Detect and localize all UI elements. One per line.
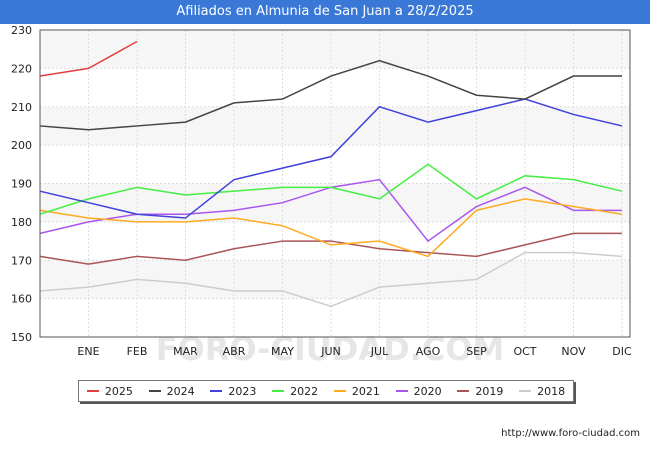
x-tick-label: OCT [513, 345, 536, 358]
watermark: FORO-CIUDAD.COM [156, 330, 505, 368]
legend-label: 2020 [413, 384, 442, 398]
legend-label: 2022 [290, 384, 319, 398]
legend-label: 2025 [104, 384, 133, 398]
legend-swatch [395, 390, 408, 392]
x-tick-label: JUN [320, 345, 341, 358]
legend-swatch [148, 390, 161, 392]
series-line-2025 [39, 40, 138, 77]
x-tick-label: MAR [173, 345, 198, 358]
x-tick-label: NOV [561, 345, 586, 358]
x-axis-ticks: ENE FEB MAR ABR MAY JUN JUL AGO SEP OCT NOV DIC [77, 345, 632, 358]
legend-label: 2018 [537, 384, 566, 398]
plot-background-bands [40, 30, 630, 337]
legend-swatch [333, 390, 346, 392]
y-tick-label: 220 [11, 62, 32, 75]
x-tick-label: JUL [370, 345, 389, 358]
y-tick-label: 200 [11, 139, 32, 152]
legend-item-2023: 2023 [210, 385, 256, 398]
y-tick-label: 150 [11, 331, 32, 344]
x-tick-label: ABR [223, 345, 246, 358]
series-line-2022 [39, 163, 623, 215]
legend-swatch [272, 390, 285, 392]
series-lines [39, 40, 623, 308]
x-tick-label: MAY [271, 345, 294, 358]
legend-swatch [457, 390, 470, 392]
legend-label: 2021 [351, 384, 380, 398]
legend-item-2021: 2021 [333, 384, 380, 398]
y-tick-label: 180 [11, 216, 32, 229]
chart-title: Afiliados en Almunia de San Juan a 28/2/… [0, 0, 650, 24]
y-tick-label: 190 [11, 178, 32, 191]
y-tick-label: 170 [11, 254, 32, 267]
series-line-2024 [39, 59, 622, 131]
legend-label: 2023 [228, 384, 257, 398]
legend-label: 2019 [475, 384, 504, 398]
legend-swatch [210, 390, 223, 392]
y-axis-ticks: 150 160 170 180 190 200 210 220 230 [11, 24, 32, 344]
series-line-2018 [39, 251, 623, 308]
x-tick-label: FEB [127, 345, 148, 358]
source-url: http://www.foro-ciudad.com [501, 428, 640, 439]
legend-label: 2024 [166, 384, 195, 398]
legend-item-2024: 2024 [148, 384, 195, 398]
x-tick-label: SEP [466, 345, 487, 358]
series-line-2019 [39, 232, 622, 265]
background-band [40, 30, 630, 69]
grid-lines [40, 29, 630, 338]
legend-item-2022: 2022 [272, 385, 318, 398]
series-line-2021 [39, 198, 623, 258]
legend-item-2019: 2019 [457, 385, 503, 398]
y-tick-label: 210 [11, 101, 32, 114]
legend-item-2018: 2018 [519, 385, 565, 398]
legend-item-2020: 2020 [395, 384, 442, 398]
y-tick-label: 160 [11, 293, 32, 306]
x-tick-label: AGO [416, 345, 441, 358]
y-tick-label: 230 [11, 24, 32, 37]
legend-swatch [519, 390, 532, 392]
x-tick-label: DIC [612, 345, 632, 358]
legend-item-2025: 2025 [86, 384, 133, 398]
legend-swatch [86, 390, 99, 392]
plot-area [39, 29, 631, 338]
legend: 2025 2024 2023 2022 2021 2020 2019 2018 [78, 380, 574, 402]
x-tick-label: ENE [77, 345, 99, 358]
background-band [40, 260, 630, 299]
